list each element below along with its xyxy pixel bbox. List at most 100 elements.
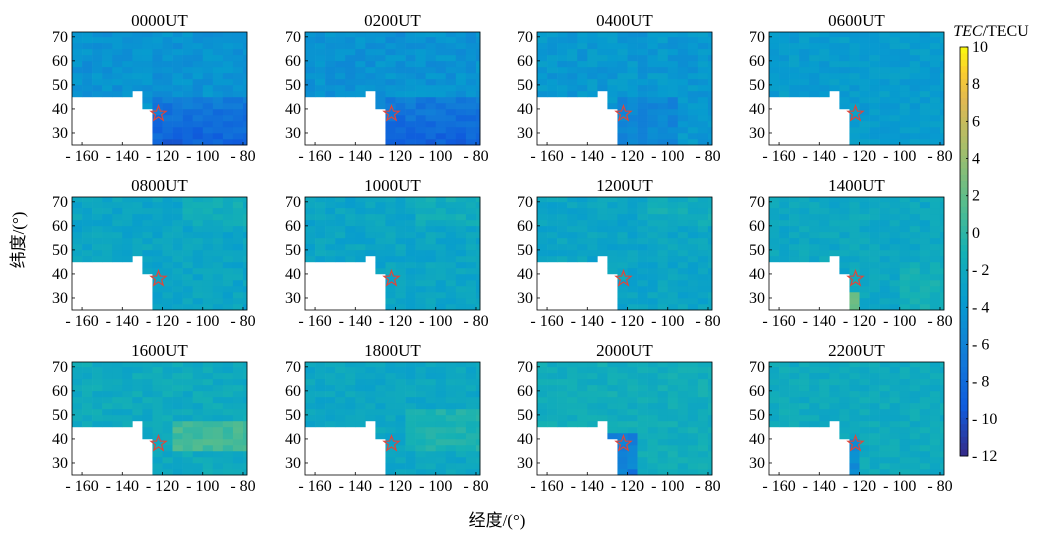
heatmap-cell <box>929 48 941 56</box>
x-tick-label: - 100 <box>419 478 452 495</box>
heatmap-cell <box>919 78 931 86</box>
heatmap-cell <box>677 366 689 374</box>
x-tick-label: - 80 <box>927 478 952 495</box>
heatmap-cell <box>222 462 234 470</box>
heatmap-cell <box>345 396 356 404</box>
heatmap-cell <box>182 432 193 440</box>
heatmap-cell <box>455 32 467 38</box>
heatmap-cell <box>617 267 628 275</box>
heatmap-cell <box>475 197 481 203</box>
heatmap-cell <box>849 285 860 293</box>
heatmap-cell <box>809 255 820 263</box>
heatmap-cell <box>697 366 709 374</box>
heatmap-cell <box>425 285 437 293</box>
heatmap-cell <box>142 96 153 104</box>
heatmap-cell <box>647 396 658 404</box>
heatmap-cell <box>647 255 658 263</box>
heatmap-cell <box>627 362 638 368</box>
heatmap-cell <box>325 225 336 233</box>
heatmap-cell <box>222 378 234 386</box>
heatmap-cell <box>829 60 840 68</box>
heatmap-cell <box>335 402 346 410</box>
heatmap-cell <box>425 456 437 464</box>
heatmap-cell <box>202 279 214 287</box>
heatmap-cell <box>315 72 326 80</box>
heatmap-cell <box>132 384 143 392</box>
heatmap-cell <box>325 201 336 209</box>
heatmap-cell <box>637 297 648 305</box>
heatmap-cell <box>849 96 860 104</box>
heatmap-cell <box>697 132 709 140</box>
heatmap-cell <box>677 444 689 452</box>
heatmap-cell <box>707 303 713 311</box>
heatmap-cell <box>222 96 234 104</box>
heatmap-cell <box>909 408 921 416</box>
heatmap-cell <box>697 84 709 92</box>
heatmap-cell <box>192 279 204 287</box>
heatmap-cell <box>899 249 911 257</box>
x-tick-label: - 100 <box>883 148 916 165</box>
heatmap-cell <box>405 366 416 374</box>
heatmap-cell <box>889 78 901 86</box>
heatmap-cell <box>557 201 568 209</box>
y-tick-label: 30 <box>517 125 533 142</box>
panel-frame <box>304 361 481 476</box>
heatmap-cell <box>909 261 921 269</box>
heatmap-cell <box>152 126 163 134</box>
heatmap-cell <box>587 362 598 368</box>
heatmap-cell <box>909 432 921 440</box>
heatmap-cell <box>697 390 709 398</box>
heatmap-cell <box>657 261 669 269</box>
heatmap-cell <box>445 114 457 122</box>
heatmap-cell <box>607 267 618 275</box>
heatmap-cell <box>425 126 437 134</box>
heatmap-cell <box>222 225 234 233</box>
y-tick-label: 50 <box>749 77 765 94</box>
heatmap-cell <box>637 42 648 50</box>
heatmap-cell <box>839 414 850 422</box>
heatmap-cell <box>879 237 890 245</box>
heatmap-cell <box>325 237 336 245</box>
heatmap-cell <box>849 120 860 128</box>
heatmap-cell <box>869 237 880 245</box>
heatmap-cell <box>707 84 713 92</box>
heatmap-cell <box>92 78 103 86</box>
heatmap-cell <box>607 378 618 386</box>
heatmap-cell <box>385 468 396 476</box>
heatmap-cell <box>355 249 366 257</box>
heatmap-cell <box>232 384 244 392</box>
heatmap-cell <box>305 243 316 251</box>
heatmap-cell <box>617 362 628 368</box>
heatmap-cell <box>909 231 921 239</box>
heatmap-cell <box>385 432 396 440</box>
heatmap-cell <box>222 90 234 98</box>
heatmap-cell <box>445 408 457 416</box>
heatmap-cell <box>72 78 83 86</box>
heatmap-cell <box>365 231 376 239</box>
heatmap-cell <box>637 378 648 386</box>
heatmap-cell <box>889 96 901 104</box>
heatmap-cell <box>809 372 820 380</box>
heatmap-cell <box>657 225 669 233</box>
heatmap-cell <box>232 90 244 98</box>
heatmap-cell <box>425 132 437 140</box>
heatmap-cell <box>172 201 183 209</box>
heatmap-cell <box>152 225 163 233</box>
heatmap-cell <box>142 225 153 233</box>
heatmap-cell <box>192 303 204 311</box>
y-tick-label: 60 <box>285 218 301 235</box>
heatmap-cell <box>212 84 224 92</box>
colorbar-segment <box>960 142 968 150</box>
heatmap-cell <box>929 42 941 50</box>
heatmap-cell <box>627 108 638 116</box>
heatmap-cell <box>112 243 123 251</box>
heatmap-cell <box>162 78 173 86</box>
heatmap-cell <box>647 213 658 221</box>
heatmap-cell <box>475 138 481 146</box>
heatmap-cell <box>385 225 396 233</box>
x-tick-label: - 80 <box>230 478 255 495</box>
heatmap-cell <box>829 414 840 422</box>
panel-grid: 0000UT- 160- 140- 120- 100- 803040506070… <box>52 11 953 495</box>
